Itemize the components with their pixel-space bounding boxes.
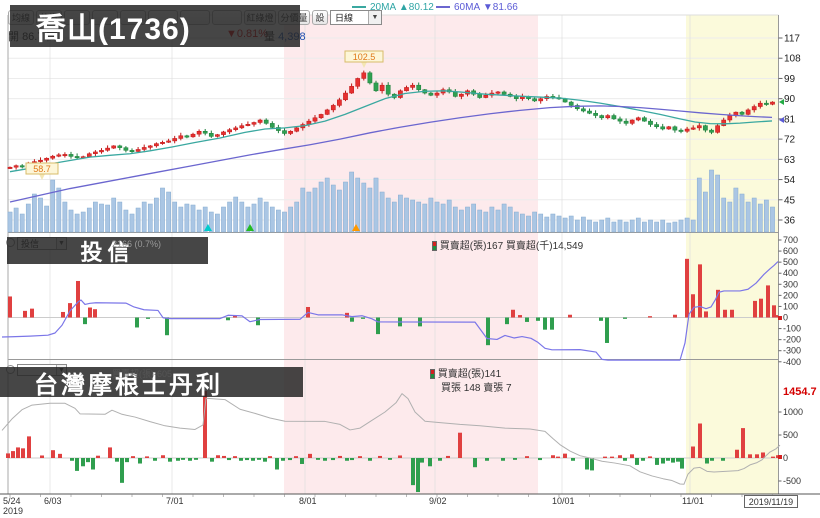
chevron-down-icon: ▼ — [368, 11, 381, 24]
panel2-holding-fragment: 2166 (0.7%) — [112, 239, 162, 249]
x-axis-label: 8/01 — [299, 496, 317, 506]
annotation-overlay-stock-name: 喬山(1736) — [10, 5, 300, 47]
svg-text:1454.7: 1454.7 — [783, 386, 817, 398]
x-axis-label: 5/24 — [3, 496, 21, 506]
svg-text:-400: -400 — [783, 357, 801, 367]
toolbar-button-設[interactable]: 設 — [312, 10, 328, 25]
svg-text:63: 63 — [784, 155, 796, 166]
x-axis-label: 9/02 — [429, 496, 447, 506]
period-select-value: 日線 — [335, 13, 354, 23]
svg-text:58.7: 58.7 — [33, 164, 51, 174]
svg-text:400: 400 — [783, 268, 798, 278]
ma20-legend: 20MA ▲80.12 — [352, 2, 434, 13]
x-axis-year: 2019 — [3, 506, 24, 516]
panel3-legend-line1: 買賣超(張)141 — [430, 365, 501, 380]
ma60-legend: 60MA ▼81.66 — [436, 2, 518, 13]
svg-text:90: 90 — [784, 94, 796, 105]
svg-text:700: 700 — [783, 235, 798, 245]
svg-text:36: 36 — [784, 216, 796, 227]
ma60-line-swatch — [436, 6, 450, 9]
svg-text:-500: -500 — [783, 476, 801, 486]
svg-text:-100: -100 — [783, 324, 801, 334]
svg-text:0: 0 — [783, 453, 788, 463]
svg-text:500: 500 — [783, 430, 798, 440]
buy-sell-bar-icon — [430, 369, 435, 380]
annotation-overlay-broker: 台灣摩根士丹利 — [0, 367, 303, 399]
annotation-overlay-trust: 投信 — [7, 237, 208, 265]
svg-text:0: 0 — [783, 313, 788, 323]
svg-text:-300: -300 — [783, 346, 801, 356]
ma20-value: ▲80.12 — [398, 2, 434, 13]
svg-text:300: 300 — [783, 279, 798, 289]
highlight-band-yellow — [686, 15, 779, 494]
panel2-legend-text: 買賣超(張)167 買賣超(千)14,549 — [439, 241, 584, 252]
svg-text:200: 200 — [783, 290, 798, 300]
x-axis-label: 10/01 — [552, 496, 575, 506]
svg-text:500: 500 — [783, 257, 798, 267]
panel3-legend-line2: 買張 148 賣張 7 — [441, 383, 512, 394]
last-date-box: 2019/11/19 — [744, 495, 798, 508]
svg-text:81: 81 — [784, 114, 796, 125]
x-axis-label: 6/03 — [44, 496, 62, 506]
ma60-label: 60MA — [454, 2, 481, 13]
svg-text:54: 54 — [784, 175, 796, 186]
panel3-header-fragment: 買賣超(張)-605 — [112, 369, 173, 379]
svg-text:1000: 1000 — [783, 407, 803, 417]
svg-text:108: 108 — [784, 54, 801, 65]
svg-text:100: 100 — [783, 301, 798, 311]
svg-text:-200: -200 — [783, 335, 801, 345]
svg-text:102.5: 102.5 — [353, 52, 376, 62]
ma20-label: 20MA — [370, 2, 397, 13]
x-axis-label: 11/01 — [682, 496, 704, 506]
ma20-line-swatch — [352, 6, 366, 9]
buy-sell-bar-icon — [432, 241, 437, 252]
svg-text:99: 99 — [784, 74, 796, 85]
svg-text:45: 45 — [784, 195, 796, 206]
svg-text:117: 117 — [784, 34, 800, 45]
x-axis-label: 7/01 — [166, 496, 184, 506]
period-select[interactable]: 日線 ▼ — [330, 10, 382, 25]
svg-text:72: 72 — [784, 135, 796, 146]
svg-text:600: 600 — [783, 246, 798, 256]
ma60-value: ▼81.66 — [482, 2, 518, 13]
panel2-legend: 買賣超(張)167 買賣超(千)14,549 — [432, 237, 583, 252]
panel3-legend-text1: 買賣超(張)141 — [437, 369, 502, 380]
